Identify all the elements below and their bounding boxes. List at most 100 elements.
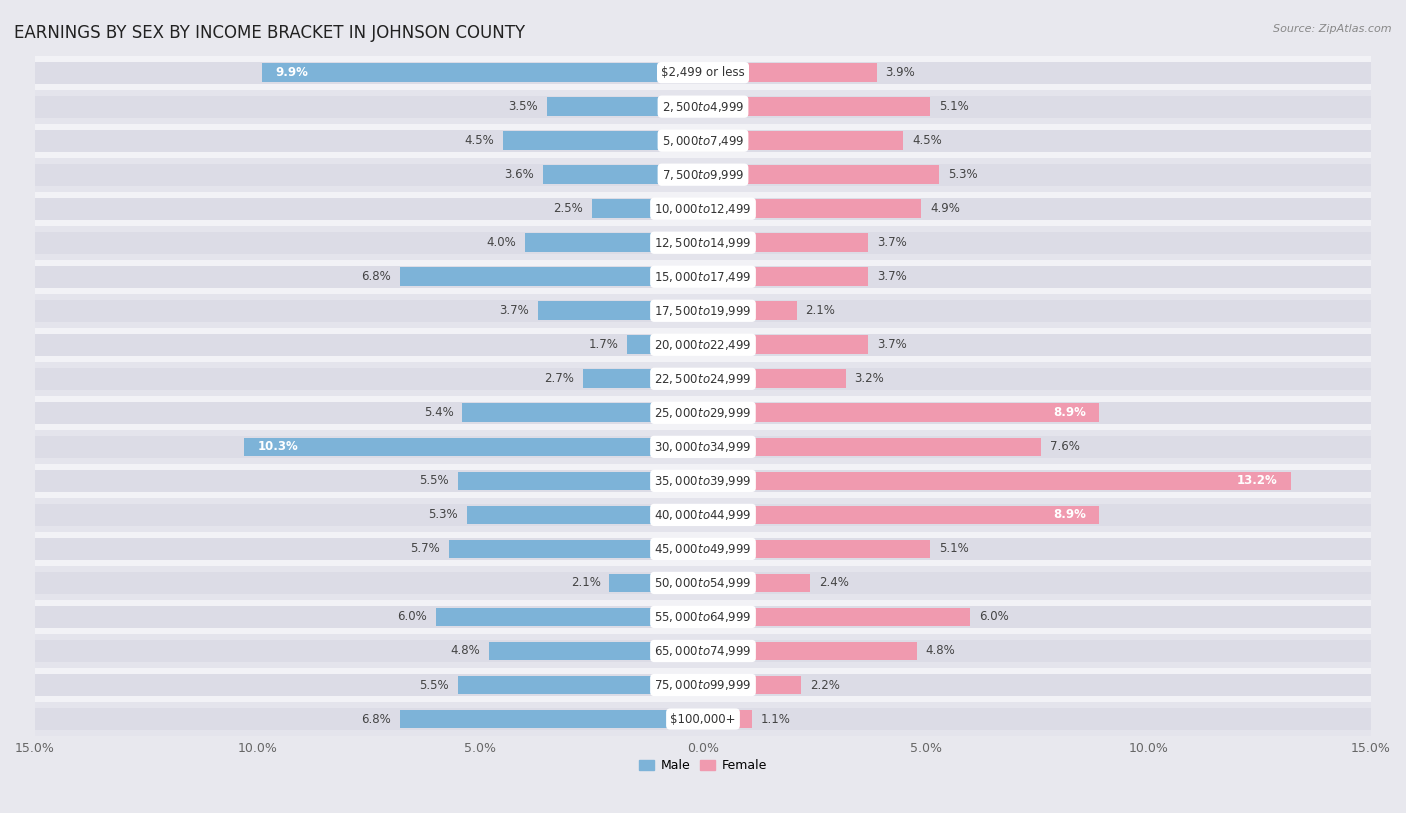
Text: 5.1%: 5.1% [939, 100, 969, 113]
Bar [35, 702, 1371, 736]
Bar [35, 129, 1371, 152]
Text: 3.5%: 3.5% [509, 100, 538, 113]
Bar [703, 336, 868, 354]
Bar [35, 334, 1371, 356]
Text: 2.4%: 2.4% [818, 576, 849, 589]
Bar [35, 226, 1371, 260]
Bar [35, 163, 1371, 186]
Text: 3.9%: 3.9% [886, 66, 915, 79]
Text: $45,000 to $49,999: $45,000 to $49,999 [654, 542, 752, 556]
Bar [35, 402, 1371, 424]
Bar [703, 540, 931, 559]
Bar [35, 436, 1371, 458]
Bar [703, 63, 877, 82]
Bar [35, 89, 1371, 124]
Text: 4.5%: 4.5% [912, 134, 942, 147]
Text: 5.1%: 5.1% [939, 542, 969, 555]
Bar [35, 430, 1371, 464]
Text: 7.6%: 7.6% [1050, 441, 1080, 454]
Bar [35, 232, 1371, 254]
Bar [703, 437, 1042, 456]
Text: $65,000 to $74,999: $65,000 to $74,999 [654, 644, 752, 658]
Text: 8.9%: 8.9% [1053, 406, 1085, 420]
Bar [703, 607, 970, 626]
Text: 9.9%: 9.9% [276, 66, 308, 79]
Text: 1.1%: 1.1% [761, 712, 790, 725]
Text: $15,000 to $17,499: $15,000 to $17,499 [654, 270, 752, 284]
Text: $2,499 or less: $2,499 or less [661, 66, 745, 79]
Text: $12,500 to $14,999: $12,500 to $14,999 [654, 236, 752, 250]
Bar [35, 674, 1371, 696]
Text: $7,500 to $9,999: $7,500 to $9,999 [662, 167, 744, 182]
Text: 4.9%: 4.9% [931, 202, 960, 215]
Bar [458, 676, 703, 694]
Bar [467, 506, 703, 524]
Bar [703, 506, 1099, 524]
Bar [35, 192, 1371, 226]
Text: 3.7%: 3.7% [499, 304, 529, 317]
Text: 4.8%: 4.8% [925, 645, 956, 658]
Text: $35,000 to $39,999: $35,000 to $39,999 [654, 474, 752, 488]
Bar [35, 198, 1371, 220]
Bar [35, 55, 1371, 89]
Text: 4.8%: 4.8% [450, 645, 481, 658]
Text: 10.3%: 10.3% [257, 441, 298, 454]
Text: $50,000 to $54,999: $50,000 to $54,999 [654, 576, 752, 590]
Bar [401, 267, 703, 286]
Bar [592, 199, 703, 218]
Bar [524, 233, 703, 252]
Text: 6.8%: 6.8% [361, 712, 391, 725]
Bar [703, 472, 1291, 490]
Bar [703, 98, 931, 116]
Bar [502, 132, 703, 150]
Bar [547, 98, 703, 116]
Bar [609, 574, 703, 593]
Bar [35, 260, 1371, 293]
Text: EARNINGS BY SEX BY INCOME BRACKET IN JOHNSON COUNTY: EARNINGS BY SEX BY INCOME BRACKET IN JOH… [14, 24, 526, 42]
Text: 2.5%: 2.5% [553, 202, 582, 215]
Text: 4.0%: 4.0% [486, 237, 516, 250]
Bar [703, 199, 921, 218]
Text: $2,500 to $4,999: $2,500 to $4,999 [662, 100, 744, 114]
Bar [703, 710, 752, 728]
Bar [436, 607, 703, 626]
Text: $55,000 to $64,999: $55,000 to $64,999 [654, 610, 752, 624]
Text: 5.3%: 5.3% [948, 168, 977, 181]
Text: 2.2%: 2.2% [810, 679, 839, 692]
Bar [703, 302, 797, 320]
Bar [458, 472, 703, 490]
Text: $22,500 to $24,999: $22,500 to $24,999 [654, 372, 752, 386]
Bar [489, 641, 703, 660]
Text: 3.7%: 3.7% [877, 270, 907, 283]
Text: $100,000+: $100,000+ [671, 712, 735, 725]
Text: 3.2%: 3.2% [855, 372, 884, 385]
Text: 2.1%: 2.1% [806, 304, 835, 317]
Text: 3.6%: 3.6% [503, 168, 534, 181]
Bar [35, 367, 1371, 390]
Bar [703, 676, 801, 694]
Text: 2.1%: 2.1% [571, 576, 600, 589]
Bar [538, 302, 703, 320]
Bar [35, 470, 1371, 492]
Text: 8.9%: 8.9% [1053, 508, 1085, 521]
Bar [35, 606, 1371, 628]
Bar [35, 708, 1371, 730]
Text: 6.0%: 6.0% [396, 611, 427, 624]
Bar [703, 132, 904, 150]
Bar [35, 640, 1371, 662]
Text: $75,000 to $99,999: $75,000 to $99,999 [654, 678, 752, 692]
Bar [35, 266, 1371, 288]
Text: $25,000 to $29,999: $25,000 to $29,999 [654, 406, 752, 420]
Text: 4.5%: 4.5% [464, 134, 494, 147]
Text: 1.7%: 1.7% [589, 338, 619, 351]
Bar [35, 600, 1371, 634]
Bar [35, 300, 1371, 322]
Bar [35, 532, 1371, 566]
Bar [463, 403, 703, 422]
Bar [35, 328, 1371, 362]
Text: $17,500 to $19,999: $17,500 to $19,999 [654, 304, 752, 318]
Bar [35, 504, 1371, 526]
Legend: Male, Female: Male, Female [634, 754, 772, 777]
Text: $10,000 to $12,499: $10,000 to $12,499 [654, 202, 752, 215]
Text: 5.4%: 5.4% [423, 406, 454, 420]
